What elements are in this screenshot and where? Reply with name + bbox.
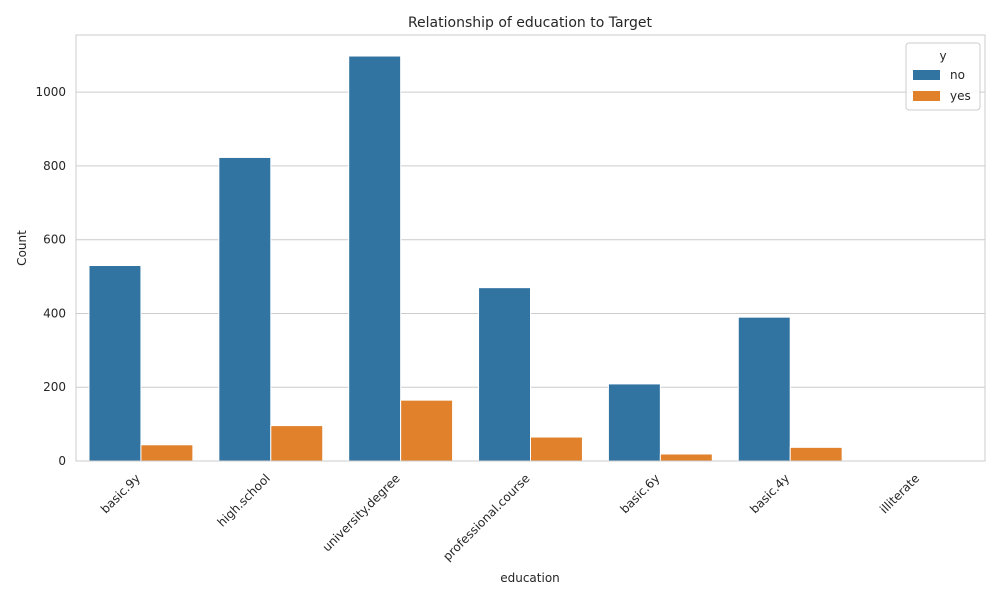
legend-label-yes: yes — [950, 89, 971, 103]
legend-title: y — [939, 49, 946, 63]
legend-swatch-yes — [913, 91, 940, 101]
bar-no-professional-course — [478, 287, 531, 462]
legend-entries: no yes — [913, 68, 971, 103]
y-axis-label: Count — [15, 230, 29, 266]
bar-no-university-degree — [348, 55, 402, 462]
y-tick-label: 1000 — [35, 85, 66, 99]
bar-no-basic-9y — [88, 265, 142, 462]
bar-yes-basic-4y — [789, 446, 843, 462]
chart-title: Relationship of education to Target — [408, 15, 653, 31]
legend-label-no: no — [950, 68, 965, 82]
y-tick-label: 200 — [43, 380, 66, 394]
x-axis-label: education — [500, 571, 560, 585]
plot-frame — [75, 34, 986, 462]
bars — [88, 55, 921, 462]
legend: y no yes — [905, 42, 981, 111]
bar-yes-professional-course — [530, 436, 583, 462]
y-tick-label: 600 — [43, 233, 66, 247]
legend-swatch-no — [913, 70, 940, 80]
y-tick-label: 400 — [43, 306, 66, 320]
bar-yes-basic-6y — [659, 453, 713, 462]
y-tick-label: 800 — [43, 159, 66, 173]
bar-yes-university-degree — [400, 399, 454, 462]
bar-yes-basic-9y — [140, 444, 194, 462]
bar-no-basic-6y — [607, 383, 661, 462]
y-tick-labels: 0 200 400 600 800 1000 — [35, 85, 66, 468]
bar-yes-high-school — [270, 425, 324, 462]
bar-no-basic-4y — [737, 316, 791, 462]
bar-no-high-school — [218, 156, 272, 462]
y-tick-label: 0 — [58, 454, 66, 468]
